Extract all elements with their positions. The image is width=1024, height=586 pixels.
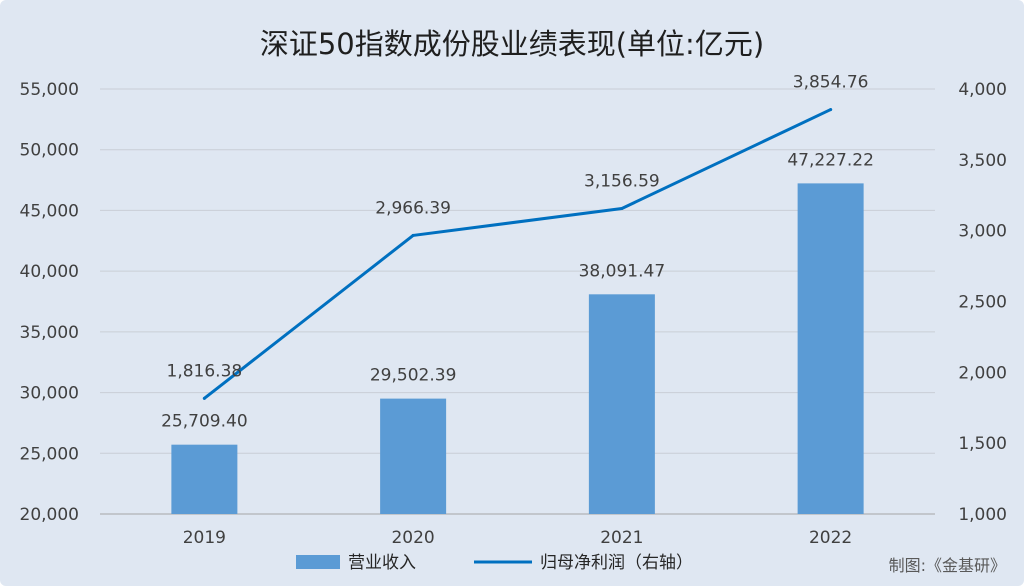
legend-profit-label: 归母净利润（右轴） — [540, 553, 693, 573]
revenue-data-label: 25,709.40 — [161, 412, 248, 432]
legend: 营业收入 归母净利润（右轴） — [296, 553, 693, 573]
revenue-bar-labels: 25,709.40 29,502.39 38,091.47 47,227.22 — [161, 150, 874, 431]
right-axis-ticks: 1,000 1,500 2,000 2,500 3,000 3,500 4,000 — [958, 80, 1007, 525]
x-tick-label: 2020 — [391, 528, 434, 548]
legend-revenue-label: 营业收入 — [348, 553, 416, 573]
left-tick-label: 20,000 — [20, 505, 79, 525]
net-profit-labels: 1,816.38 2,966.39 3,156.59 3,854.76 — [167, 73, 869, 382]
revenue-bars — [171, 183, 864, 514]
left-tick-label: 55,000 — [20, 80, 79, 100]
revenue-bar — [588, 294, 655, 514]
left-tick-label: 40,000 — [20, 262, 79, 282]
left-tick-label: 45,000 — [20, 201, 79, 221]
left-tick-label: 30,000 — [20, 384, 79, 404]
right-tick-label: 2,000 — [958, 363, 1007, 383]
revenue-data-label: 47,227.22 — [787, 150, 874, 170]
chart-credit: 制图:《金基研》 — [889, 556, 1006, 575]
gridlines — [100, 88, 935, 515]
net-profit-data-label: 3,854.76 — [793, 73, 869, 93]
right-tick-label: 1,500 — [958, 434, 1007, 454]
legend-revenue-swatch — [296, 555, 340, 569]
net-profit-polyline — [202, 108, 833, 400]
left-tick-label: 50,000 — [20, 141, 79, 161]
net-profit-point — [411, 233, 415, 237]
revenue-data-label: 29,502.39 — [370, 366, 457, 386]
x-axis-ticks: 2019 2020 2021 2022 — [183, 528, 853, 548]
revenue-bar — [171, 444, 238, 514]
revenue-data-label: 38,091.47 — [579, 261, 666, 281]
left-tick-label: 35,000 — [20, 323, 79, 343]
net-profit-data-label: 3,156.59 — [584, 171, 660, 191]
net-profit-point — [202, 396, 206, 400]
x-tick-label: 2019 — [183, 528, 226, 548]
net-profit-line — [202, 108, 833, 400]
x-tick-label: 2021 — [600, 528, 643, 548]
left-tick-label: 25,000 — [20, 444, 79, 464]
net-profit-data-label: 2,966.39 — [375, 198, 451, 218]
revenue-bar — [380, 398, 447, 514]
right-tick-label: 4,000 — [958, 80, 1007, 100]
right-tick-label: 3,000 — [958, 222, 1007, 242]
right-tick-label: 2,500 — [958, 293, 1007, 313]
net-profit-point — [829, 108, 833, 112]
net-profit-data-label: 1,816.38 — [167, 361, 243, 381]
left-axis-ticks: 20,000 25,000 30,000 35,000 40,000 45,000 50,0… — [20, 80, 79, 525]
revenue-bar — [797, 183, 864, 514]
right-tick-label: 1,000 — [958, 505, 1007, 525]
right-tick-label: 3,500 — [958, 151, 1007, 171]
net-profit-point — [620, 206, 624, 210]
x-tick-label: 2022 — [809, 528, 852, 548]
chart-title: 深证50指数成份股业绩表现(单位:亿元) — [260, 27, 764, 61]
